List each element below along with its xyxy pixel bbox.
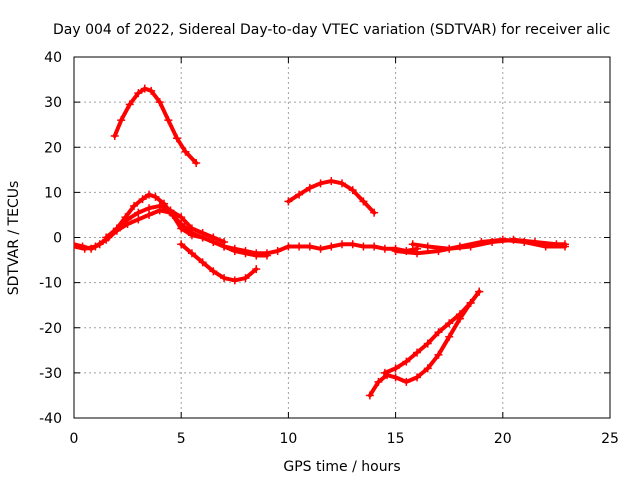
y-tick-label: 40 — [44, 50, 62, 66]
x-tick-label: 10 — [279, 431, 297, 447]
x-axis-title: GPS time / hours — [283, 459, 400, 475]
series-arc-10 — [382, 289, 482, 375]
x-tick-label: 5 — [177, 431, 186, 447]
y-tick-label: 10 — [44, 185, 62, 201]
series-arc-4 — [104, 203, 227, 244]
series-arc-6 — [286, 179, 377, 215]
y-tick-label: -30 — [39, 366, 62, 382]
x-tick-label: 0 — [70, 431, 79, 447]
chart-title: Day 004 of 2022, Sidereal Day-to-day VTE… — [53, 22, 610, 38]
x-tick-label: 25 — [601, 431, 619, 447]
y-tick-label: 0 — [53, 231, 62, 247]
y-axis-title: SDTVAR / TECUs — [6, 181, 22, 296]
y-tick-label: 20 — [44, 140, 62, 156]
y-tick-label: -40 — [39, 411, 62, 427]
ticks: 0 5 10 15 20 25 -40 -30 -20 -10 0 10 20 30 40 — [39, 50, 619, 447]
x-tick-label: 20 — [494, 431, 512, 447]
series-group — [74, 84, 569, 400]
y-tick-label: -20 — [39, 321, 62, 337]
y-tick-label: -10 — [39, 276, 62, 292]
x-tick-label: 15 — [387, 431, 405, 447]
y-tick-label: 30 — [44, 95, 62, 111]
grid — [74, 57, 610, 418]
